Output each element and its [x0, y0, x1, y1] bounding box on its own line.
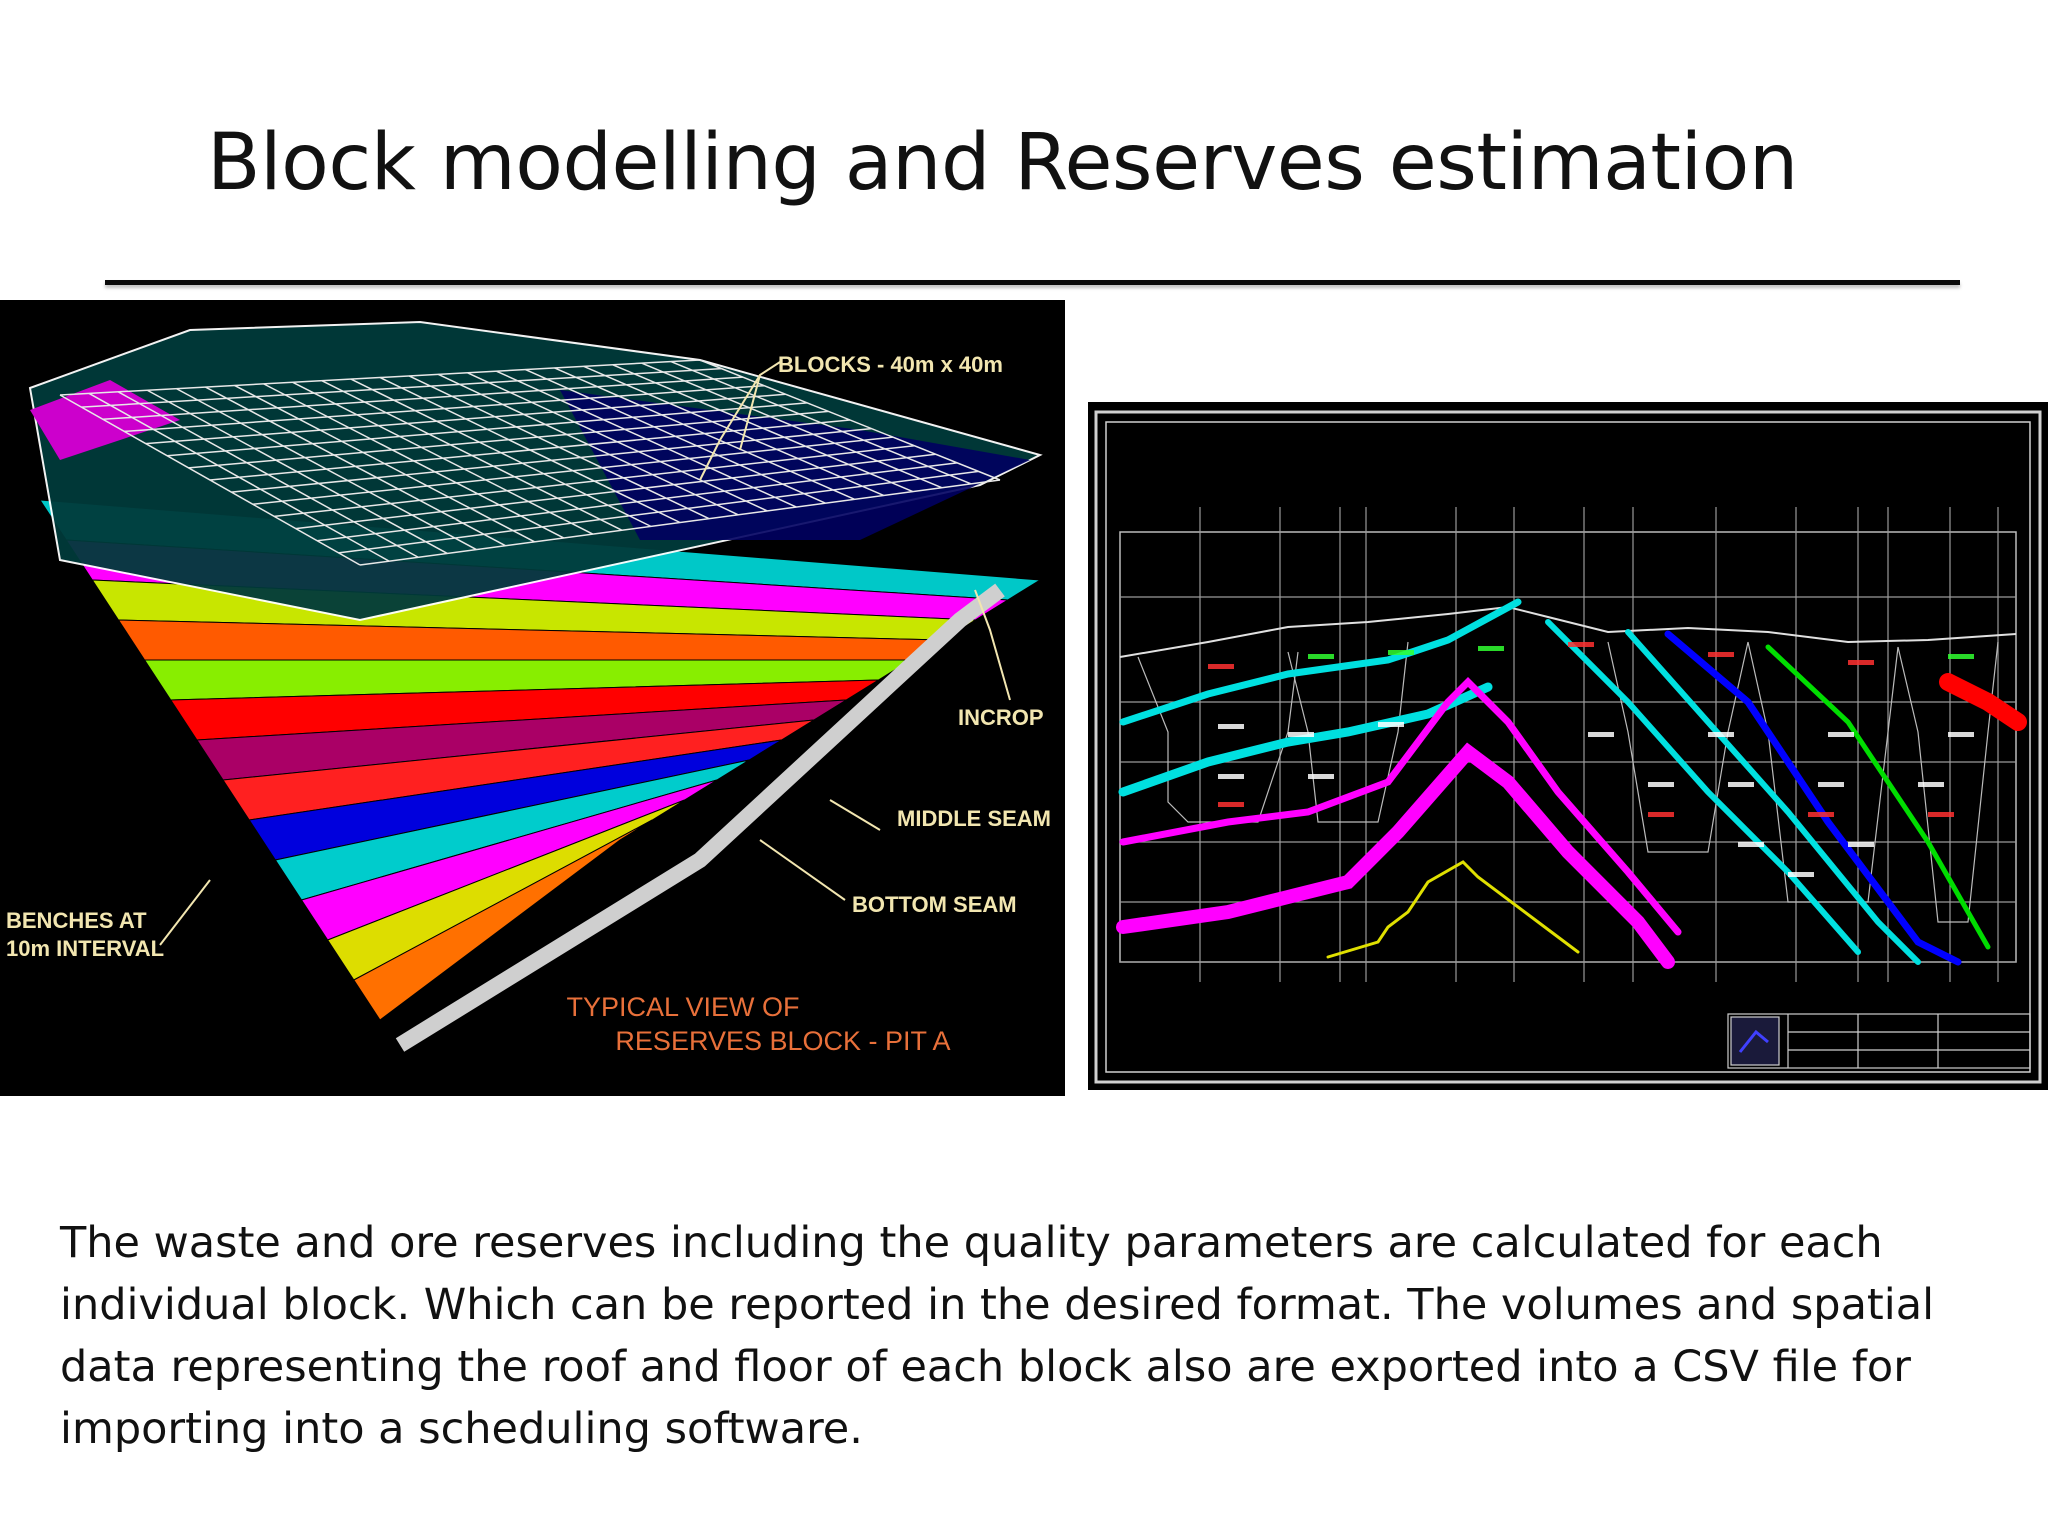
label-benches-line2: 10m INTERVAL: [6, 936, 164, 961]
cell-label-mark: [1848, 660, 1874, 665]
wire-line: [612, 364, 914, 493]
cell-label-mark: [1818, 782, 1844, 787]
label-benches-line1: BENCHES AT: [6, 908, 147, 933]
cell-label-mark: [1308, 774, 1334, 779]
cell-label-mark: [1828, 732, 1854, 737]
cell-label-mark: [1288, 732, 1314, 737]
title-divider: [105, 280, 1960, 285]
cell-label-mark: [1808, 812, 1834, 817]
cell-label-mark: [1708, 652, 1734, 657]
wire-line: [321, 380, 623, 531]
caption-line2: RESERVES BLOCK - PIT A: [615, 1026, 950, 1056]
cell-label-mark: [1728, 782, 1754, 787]
bench-layer: [353, 819, 653, 1021]
surface-line: [1119, 605, 2017, 658]
wire-line: [263, 383, 564, 539]
block-model-image: BLOCKS - 40m x 40m INCROP MIDDLE SEAM BO…: [6, 320, 1051, 1056]
cross-section-image: [1094, 410, 2042, 1084]
wire-line: [292, 381, 594, 535]
wire-line: [437, 373, 739, 516]
wireframe-surface: [28, 320, 1043, 622]
wire-line: [176, 387, 477, 551]
title-block: [1727, 1013, 2031, 1069]
cell-label-mark: [1218, 802, 1244, 807]
slide-title: Block modelling and Reserves estimation: [207, 118, 1798, 208]
wire-line: [496, 370, 797, 508]
wire-line: [699, 359, 1001, 481]
cell-label-mark: [1708, 732, 1734, 737]
cell-label-mark: [1388, 650, 1414, 655]
wire-line: [525, 368, 826, 504]
title-block-logo: [1738, 1029, 1769, 1053]
slide-body-text: The waste and ore reserves including the…: [60, 1218, 1935, 1454]
cell-label-mark: [1478, 646, 1504, 651]
cell-label-mark: [1218, 724, 1244, 729]
cell-label-mark: [1788, 872, 1814, 877]
cell-label-mark: [1918, 782, 1944, 787]
block-model-figure: BLOCKS - 40m x 40m INCROP MIDDLE SEAM BO…: [0, 300, 1065, 1096]
cell-label-mark: [1928, 812, 1954, 817]
wireframe-dark-patch: [560, 390, 1030, 540]
wire-line: [554, 367, 855, 501]
wire-line: [641, 362, 943, 489]
label-incrop: INCROP: [958, 705, 1044, 730]
seam-lines: [1116, 598, 2027, 969]
wireframe-grid: [59, 359, 1001, 566]
label-middle-seam: MIDDLE SEAM: [897, 806, 1051, 831]
wire-line: [205, 386, 506, 547]
wire-line: [350, 378, 652, 528]
wire-line: [583, 365, 884, 497]
cell-label-mark: [1648, 782, 1674, 787]
cell-label-mark: [1948, 732, 1974, 737]
cell-label-mark: [1948, 654, 1974, 659]
wire-line: [408, 375, 710, 520]
cell-label-mark: [1378, 722, 1404, 727]
wire-line: [146, 389, 448, 555]
cell-label-mark: [1218, 774, 1244, 779]
cell-label-mark: [1588, 732, 1614, 737]
cell-label-mark: [1208, 664, 1234, 669]
section-cell-labels: [1208, 642, 1974, 877]
label-bottom-seam: BOTTOM SEAM: [852, 892, 1017, 917]
leader-lines: [159, 361, 1011, 946]
wire-line: [59, 394, 361, 566]
cell-label-mark: [1568, 642, 1594, 647]
wire-line: [466, 372, 768, 512]
outer-frame: [1094, 410, 2042, 1084]
cell-label-mark: [1848, 842, 1874, 847]
cell-label-mark: [1648, 812, 1674, 817]
label-blocks: BLOCKS - 40m x 40m: [778, 352, 1003, 377]
wire-line: [234, 384, 535, 543]
cell-label-mark: [1308, 654, 1334, 659]
wire-line: [379, 376, 681, 524]
wire-line: [670, 360, 972, 485]
cell-label-mark: [1738, 842, 1764, 847]
caption-line1: TYPICAL VIEW OF: [566, 992, 799, 1022]
inner-frame: [1105, 421, 2031, 1073]
cross-section-figure: [1088, 402, 2048, 1090]
wire-line: [88, 392, 390, 562]
wire-line: [117, 391, 419, 558]
